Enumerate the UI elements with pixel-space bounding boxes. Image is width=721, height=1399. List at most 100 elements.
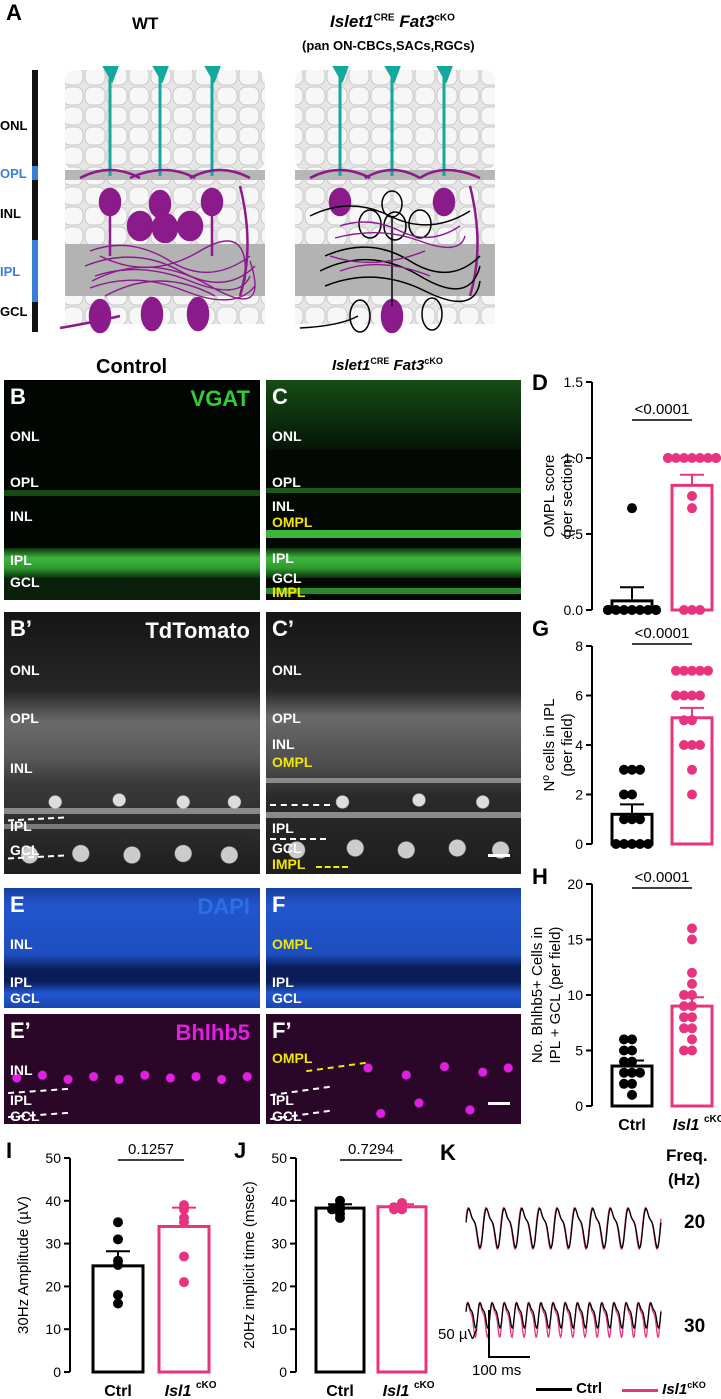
data-point	[619, 1034, 629, 1045]
data-point	[687, 967, 697, 978]
layer-inl: INL	[10, 936, 33, 952]
panel-a-cko-subtitle: (pan ON-CBCs,SACs,RGCs)	[302, 38, 475, 53]
layer-gcl: GCL	[272, 990, 302, 1006]
layer-ompl: OMPL	[272, 514, 313, 530]
data-point	[687, 605, 697, 615]
x-tick-label-ctrl: Ctrl	[618, 1117, 646, 1132]
data-point	[687, 453, 697, 463]
panel-letter-k: K	[440, 1140, 456, 1165]
p-value-label: 0.7294	[348, 1141, 394, 1158]
data-point	[627, 1034, 637, 1045]
y-axis-label: 30Hz Amplitude (µV)	[15, 1196, 32, 1334]
panel-letter-c-prime: C’	[272, 616, 294, 641]
p-value-label: 0.1257	[128, 1141, 174, 1158]
data-point	[327, 1204, 337, 1215]
scalebar-vertical	[488, 1310, 490, 1358]
layer-inl: INL	[10, 508, 33, 524]
y-tick-label: 20	[567, 876, 583, 892]
freq-unit: (Hz)	[668, 1170, 701, 1189]
x-tick-label-ctrl: Ctrl	[104, 1383, 132, 1399]
y-axis-label-2: (per section)	[559, 454, 576, 537]
layer-gcl: GCL	[10, 842, 40, 858]
data-point	[679, 605, 689, 615]
data-point	[397, 1204, 407, 1215]
bar-ctrl	[314, 1206, 366, 1374]
data-point	[679, 690, 689, 701]
data-point	[703, 665, 713, 676]
layer-opl: OPL	[10, 710, 39, 726]
layer-ipl: IPL	[10, 974, 32, 990]
panel-f-dapi-cko: F OMPL IPL GCL	[266, 888, 521, 1008]
data-point	[635, 1067, 645, 1078]
data-point	[703, 453, 713, 463]
data-point	[627, 764, 637, 775]
wt-schematic	[59, 66, 265, 334]
data-point	[619, 605, 629, 615]
data-point	[643, 839, 653, 849]
y-tick-label: 40	[271, 1193, 287, 1209]
layer-ipl: IPL	[10, 818, 32, 834]
layer-opl: OPL	[272, 474, 301, 490]
data-point	[619, 814, 629, 825]
y-tick-label: 1.0	[564, 450, 584, 466]
data-point	[619, 1067, 629, 1078]
y-tick-label: 0	[575, 836, 583, 852]
data-point	[179, 1251, 189, 1262]
data-point	[687, 934, 697, 945]
data-point	[687, 1045, 697, 1056]
layer-gcl: GCL	[272, 1108, 302, 1124]
data-point	[619, 1045, 629, 1056]
stain-label-dapi: DAPI	[197, 894, 250, 919]
layer-label-onl: ONL	[0, 118, 28, 133]
data-point	[627, 814, 637, 825]
layer-ompl: OMPL	[272, 754, 313, 770]
layer-ipl: IPL	[272, 1092, 294, 1108]
x-tick-label-cko: Isl1	[383, 1383, 410, 1399]
layer-label-inl: INL	[0, 206, 21, 221]
data-point	[603, 605, 613, 615]
x-tick-label-cko: Isl1	[165, 1383, 192, 1399]
data-point	[635, 839, 645, 849]
data-point	[611, 839, 621, 849]
data-point	[687, 715, 697, 726]
data-point	[687, 491, 697, 501]
layer-inl: INL	[272, 498, 295, 514]
layer-ipl: IPL	[272, 820, 294, 836]
data-point	[679, 453, 689, 463]
panel-f-prime-bhlhb5-cko: F’ OMPL IPL GCL	[266, 1014, 521, 1124]
data-point	[687, 665, 697, 676]
data-point	[635, 814, 645, 825]
chart-g-cells-in-ipl: G 0 2 4 6 8 Nº cells in IPL (per field) <0.0001	[532, 616, 714, 852]
x-tick-label-cko-sup: cKO	[414, 1380, 435, 1391]
bar-ctrl	[91, 1264, 145, 1374]
panel-a-schematic	[59, 66, 495, 334]
panel-letter-i: I	[6, 1138, 12, 1163]
data-point	[695, 740, 705, 750]
y-axis-label-2: IPL + GCL (per field)	[547, 927, 564, 1064]
panel-letter-g: G	[532, 616, 549, 641]
data-point	[679, 740, 689, 750]
data-point	[687, 789, 697, 800]
layer-ipl: IPL	[272, 974, 294, 990]
panel-letter-j: J	[234, 1138, 246, 1163]
y-tick-label: 0	[53, 1364, 61, 1380]
scale-bar	[488, 854, 510, 857]
data-point	[635, 764, 645, 775]
data-point	[179, 1277, 189, 1288]
data-point	[695, 665, 705, 676]
impl-boundary-line	[316, 866, 348, 868]
ipl-boundary-line	[270, 838, 326, 840]
data-point	[687, 978, 697, 989]
layer-gcl: GCL	[10, 1108, 40, 1124]
data-point	[335, 1212, 345, 1223]
x-tick-label-cko-sup: cKO	[196, 1380, 217, 1391]
data-point	[627, 1089, 637, 1100]
data-point	[687, 764, 697, 775]
y-tick-label: 10	[45, 1321, 61, 1337]
data-point	[671, 453, 681, 463]
data-point	[619, 789, 629, 800]
data-point	[627, 1067, 637, 1078]
data-point	[671, 690, 681, 701]
y-tick-label: 1.5	[564, 374, 584, 390]
data-point	[679, 1045, 689, 1056]
